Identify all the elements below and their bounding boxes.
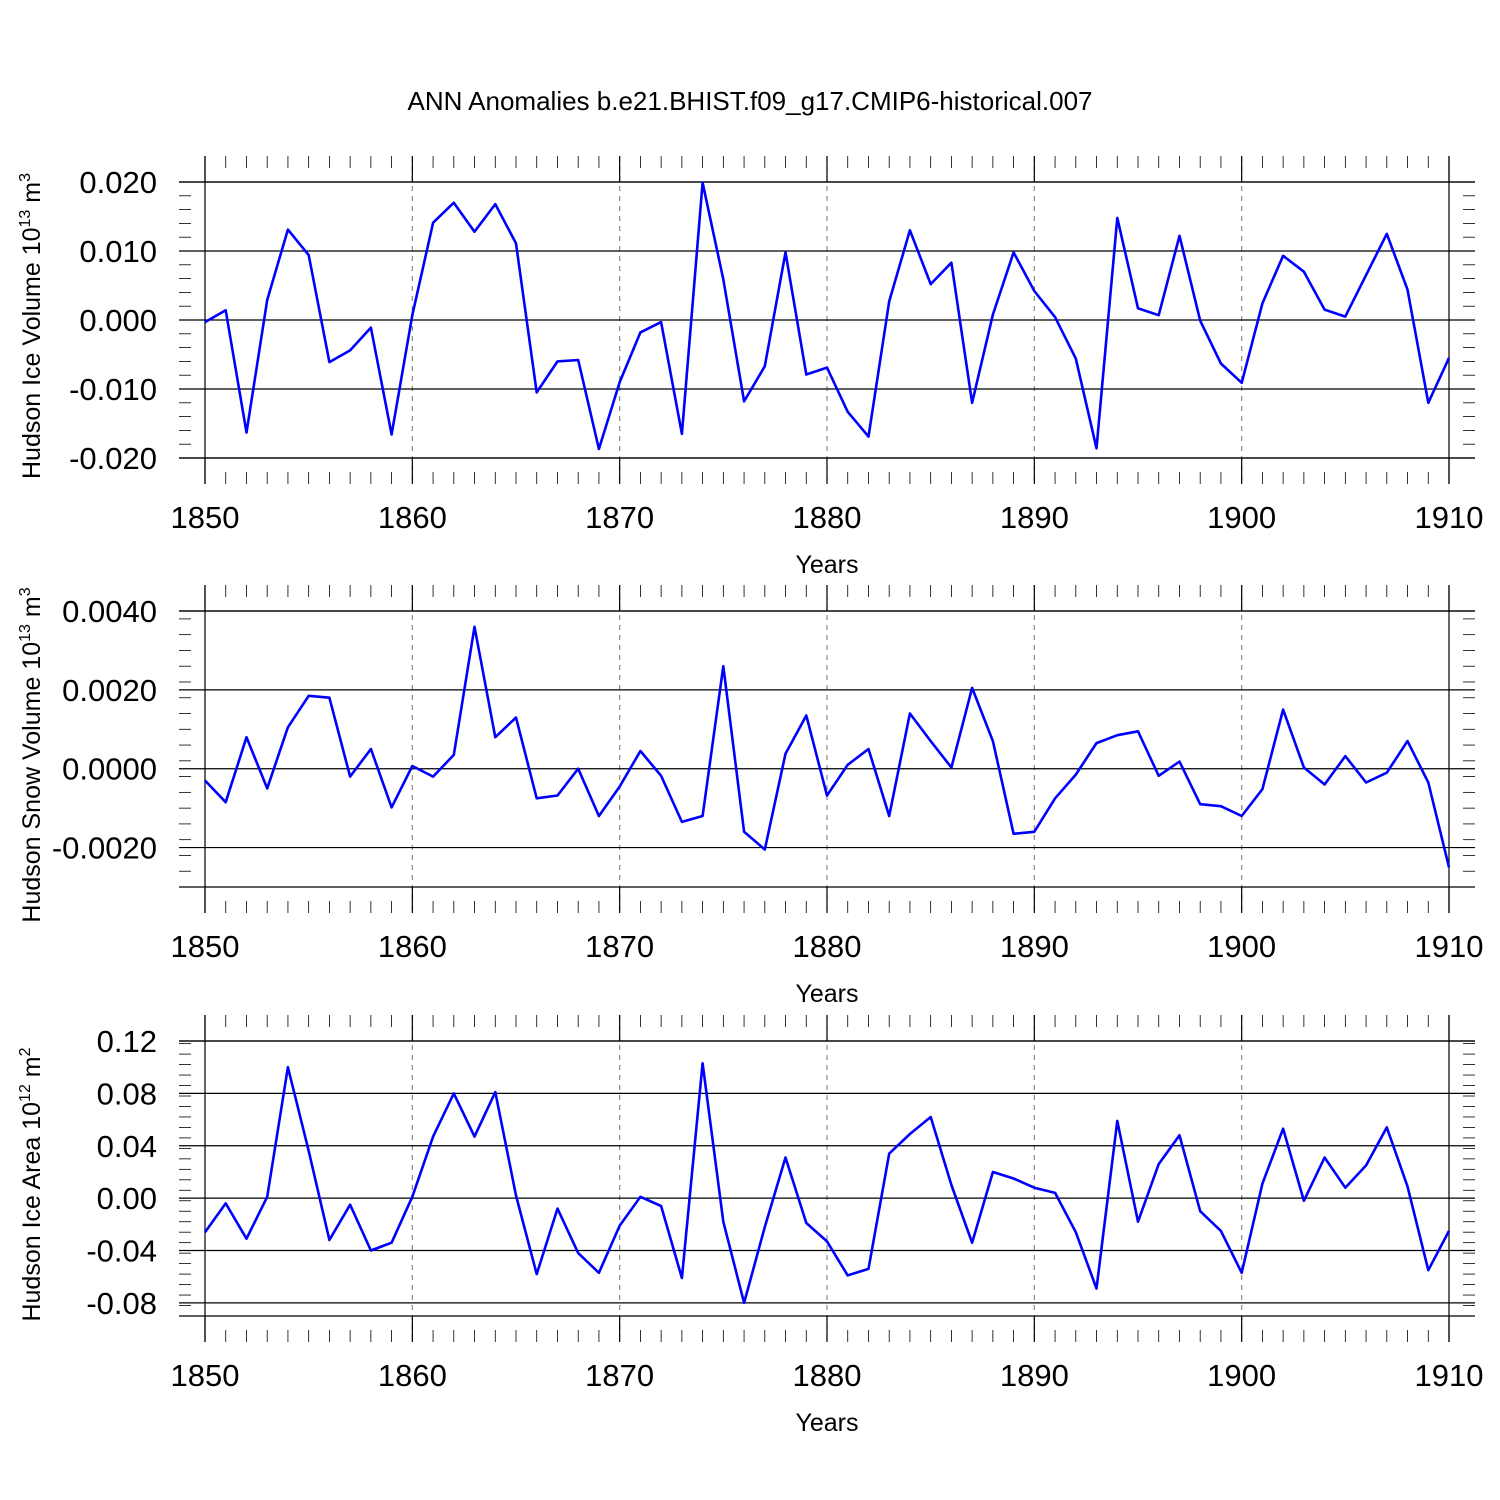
snow-volume-y-axis-label: Hudson Snow Volume 1013 m3 [17, 587, 46, 922]
snow-volume-y-tick-label: -0.0020 [52, 831, 157, 866]
snow-volume-y-label-exp: 13 [17, 624, 34, 642]
ice-area-y-tick-label: -0.08 [86, 1286, 157, 1321]
snow-volume-x-tick-label: 1870 [585, 929, 654, 964]
snow-volume-x-tick-label: 1910 [1415, 929, 1484, 964]
ice-area-series-line [203, 1062, 1451, 1305]
ice-volume-y-label-exp: 13 [17, 210, 34, 228]
ice-volume-y-tick-label: -0.010 [69, 372, 157, 407]
snow-volume-y-tick-label: 0.0000 [62, 752, 157, 787]
ice-area-y-tick-label: 0.08 [97, 1076, 157, 1111]
ice-volume-y-tick-label: -0.020 [69, 441, 157, 476]
ice-volume-x-tick-label: 1860 [378, 500, 447, 535]
snow-volume-y-tick-label: 0.0020 [62, 673, 157, 708]
ice-volume-x-tick-label: 1910 [1415, 500, 1484, 535]
snow-volume-x-axis-label: Years [795, 980, 858, 1008]
snow-volume-y-tick-label: 0.0040 [62, 594, 157, 629]
ice-area-x-tick-label: 1880 [793, 1358, 862, 1393]
snow-volume-x-tick-label: 1880 [793, 929, 862, 964]
ice-area-x-tick-label: 1850 [171, 1358, 240, 1393]
ice-volume-x-tick-label: 1880 [793, 500, 862, 535]
ice-area-y-label-exp: 12 [17, 1084, 34, 1102]
panel-snow-volume: 0.0040 0.0020 0.0000 -0.0020 1850 1860 1870 188… [17, 585, 1483, 1008]
ice-area-x-tick-label: 1890 [1000, 1358, 1069, 1393]
ice-volume-y-label-text: Hudson Ice Volume 10 [18, 227, 46, 479]
ice-volume-x-tick-label: 1850 [171, 500, 240, 535]
ice-area-y-label-unit: m [18, 1056, 46, 1084]
panel-ice-area: 0.12 0.08 0.04 0.00 -0.04 -0.08 1850 1860 1870 18… [17, 1015, 1483, 1437]
snow-volume-x-tick-label: 1860 [378, 929, 447, 964]
ice-volume-y-axis-label: Hudson Ice Volume 1013 m3 [17, 173, 46, 479]
ice-volume-y-tick-label: 0.000 [79, 303, 157, 338]
ice-area-x-axis-label: Years [795, 1409, 858, 1437]
chart-title: ANN Anomalies b.e21.BHIST.f09_g17.CMIP6-… [407, 86, 1092, 116]
snow-volume-y-label-text: Hudson Snow Volume 10 [18, 642, 46, 923]
ice-volume-x-tick-label: 1900 [1207, 500, 1276, 535]
ice-area-y-tick-label: 0.00 [97, 1181, 157, 1216]
ice-area-x-tick-label: 1860 [378, 1358, 447, 1393]
ice-volume-y-tick-label: 0.010 [79, 234, 157, 269]
ice-volume-x-tick-label: 1870 [585, 500, 654, 535]
snow-volume-x-tick-label: 1900 [1207, 929, 1276, 964]
panel-ice-volume: 0.020 0.010 0.000 -0.010 -0.020 1850 1860 1870 1… [17, 156, 1483, 579]
ice-area-y-label-text: Hudson Ice Area 10 [18, 1102, 46, 1322]
ice-area-x-tick-label: 1870 [585, 1358, 654, 1393]
ice-area-y-label-unit-exp: 2 [17, 1047, 34, 1056]
ice-area-y-tick-label: 0.12 [97, 1024, 157, 1059]
ice-volume-x-tick-label: 1890 [1000, 500, 1069, 535]
snow-volume-series-line [204, 625, 1451, 868]
ice-volume-y-label-unit-exp: 3 [17, 173, 34, 182]
snow-volume-x-tick-label: 1890 [1000, 929, 1069, 964]
ice-area-y-axis-label: Hudson Ice Area 1012 m2 [17, 1047, 46, 1321]
snow-volume-x-tick-label: 1850 [171, 929, 240, 964]
ice-volume-y-label-unit: m [18, 182, 46, 210]
snow-volume-y-label-unit: m [18, 596, 46, 624]
ice-area-x-tick-label: 1910 [1415, 1358, 1484, 1393]
snow-volume-y-label-unit-exp: 3 [17, 587, 34, 596]
ice-area-x-tick-label: 1900 [1207, 1358, 1276, 1393]
ice-area-y-tick-label: -0.04 [86, 1234, 157, 1269]
ice-volume-y-tick-label: 0.020 [79, 165, 157, 200]
ice-volume-series-line [204, 181, 1451, 451]
ice-volume-x-axis-label: Years [795, 551, 858, 579]
ice-area-y-tick-label: 0.04 [97, 1129, 157, 1164]
